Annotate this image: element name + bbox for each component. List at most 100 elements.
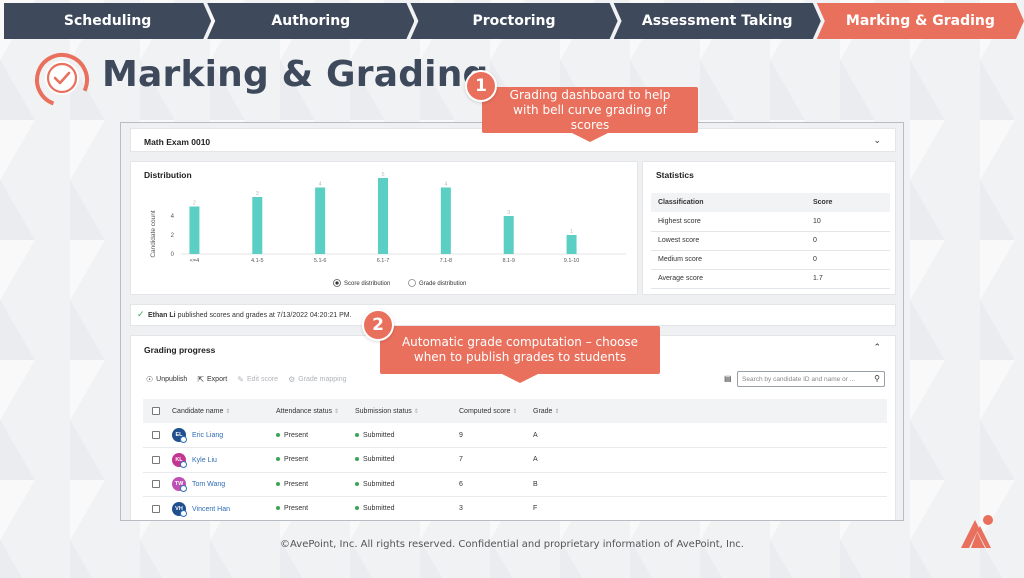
table-row[interactable]: VH Vincent Han Present Submitted 3 F <box>143 496 887 520</box>
process-bar: Scheduling Authoring Proctoring Assessme… <box>4 3 1024 39</box>
step-authoring: Authoring <box>207 3 414 39</box>
legend-grade-radio[interactable] <box>408 279 416 287</box>
export-label: Export <box>207 376 228 383</box>
bar-data-label: 2 <box>193 201 196 207</box>
stats-value: 1.7 <box>806 269 890 289</box>
check-icon: ✓ <box>137 309 145 319</box>
callout-text: Grading dashboard to help with bell curv… <box>509 87 671 132</box>
stats-label: Lowest score <box>651 231 806 251</box>
unpublish-label: Unpublish <box>156 376 188 383</box>
stats-row: Lowest score 0 <box>651 231 890 251</box>
sort-icon: ⇕ <box>554 408 560 415</box>
x-tick-label: 4.1-5 <box>251 258 264 264</box>
distribution-chart: Candidate count 0 2 4 2 <=4 3 4.1-5 4 5.1-6 5 6.1-7… <box>150 172 626 287</box>
attendance-value: Present <box>284 505 309 513</box>
col-label: Submission status <box>355 407 412 415</box>
bar-1 <box>252 197 263 254</box>
table-row[interactable]: KL Kyle Liu Present Submitted 7 A <box>143 447 887 473</box>
candidate-name-link[interactable]: Kyle Liu <box>192 456 217 464</box>
attendance-cell: Present <box>276 447 355 473</box>
row-checkbox[interactable] <box>152 504 160 513</box>
avatar: EL <box>172 428 187 443</box>
attendance-value: Present <box>284 456 309 464</box>
score-cell: 9 <box>459 423 533 448</box>
x-tick-label: 8.1-9 <box>502 258 515 264</box>
bar-6 <box>566 235 577 254</box>
col-candidate-name[interactable]: Candidate name ⇕ <box>172 399 276 423</box>
published-user: Ethan Li <box>148 312 176 319</box>
bar-0 <box>189 206 200 254</box>
step-proctoring: Proctoring <box>410 3 617 39</box>
status-dot <box>355 432 359 437</box>
table-row[interactable]: EL Eric Liang Present Submitted 9 A <box>143 423 887 448</box>
x-tick-label: 5.1-6 <box>314 258 327 264</box>
stats-value: 10 <box>806 212 890 232</box>
col-submission-status[interactable]: Submission status ⇕ <box>355 399 459 423</box>
candidate-cell: KL Kyle Liu <box>172 447 276 473</box>
stats-header-classification: Classification <box>651 193 806 212</box>
badge-number: 1 <box>475 76 487 96</box>
bar-data-label: 5 <box>381 172 384 178</box>
calendar-filter-icon[interactable]: ▤ <box>724 374 732 383</box>
x-tick-label: 9.1-10 <box>564 258 580 264</box>
page-title: Marking & Grading <box>102 54 489 95</box>
badge-number: 2 <box>372 315 384 335</box>
col-label: Grade <box>533 407 553 415</box>
row-select-cell <box>143 496 172 520</box>
row-checkbox[interactable] <box>152 455 160 464</box>
chevron-up-icon[interactable]: ⌃ <box>873 342 881 352</box>
candidate-name-link[interactable]: Eric Liang <box>192 431 224 439</box>
grade-mapping-button[interactable]: ⚙ Grade mapping <box>288 375 346 384</box>
distribution-title: Distribution <box>144 170 192 180</box>
submission-cell: Submitted <box>355 447 459 473</box>
score-cell: 3 <box>459 496 533 520</box>
unpublish-button[interactable]: ☉ Unpublish <box>146 375 187 384</box>
avatar: TW <box>172 477 187 493</box>
status-dot <box>276 506 280 511</box>
step-scheduling: Scheduling <box>4 3 211 39</box>
search-input[interactable]: Search by candidate ID and name or ... ⚲ <box>737 371 885 387</box>
bar-data-label: 4 <box>444 182 447 188</box>
x-tick-label: <=4 <box>190 258 199 264</box>
callout-grading-dashboard: Grading dashboard to help with bell curv… <box>482 87 698 142</box>
bar-data-label: 4 <box>319 182 322 188</box>
col-grade[interactable]: Grade ⇕ <box>533 399 887 423</box>
bar-data-label: 3 <box>256 191 259 197</box>
candidate-cell: EL Eric Liang <box>172 423 276 448</box>
chevron-down-icon[interactable]: ⌄ <box>873 135 881 145</box>
avatar: VH <box>172 501 187 517</box>
step-assessment-taking: Assessment Taking <box>614 3 821 39</box>
status-dot <box>355 457 359 462</box>
bar-data-label: 1 <box>570 229 573 235</box>
edit-score-button[interactable]: ✎ Edit score <box>237 375 278 384</box>
row-checkbox[interactable] <box>152 480 160 489</box>
select-all-checkbox[interactable] <box>152 407 160 415</box>
gear-icon: ⚙ <box>288 375 296 384</box>
candidate-name-link[interactable]: Vincent Han <box>192 505 231 513</box>
table-row[interactable]: TW Tom Wang Present Submitted 6 B <box>143 472 887 497</box>
y-tick-label: 2 <box>171 233 175 239</box>
stats-row: Highest score 10 <box>651 212 890 232</box>
x-tick-label: 6.1-7 <box>377 258 390 264</box>
col-computed-score[interactable]: Computed score ⇕ <box>459 399 533 423</box>
search-icon[interactable]: ⚲ <box>874 374 880 383</box>
candidate-cell: VH Vincent Han <box>172 496 276 520</box>
published-notice: ✓ Ethan Li published scores and grades a… <box>130 304 896 326</box>
bar-2 <box>315 187 326 254</box>
footer-copyright: ©AvePoint, Inc. All rights reserved. Con… <box>280 539 744 550</box>
stats-label: Medium score <box>651 250 806 270</box>
edit-icon: ✎ <box>237 375 244 384</box>
row-checkbox[interactable] <box>152 431 160 439</box>
published-text: Ethan Li published scores and grades at … <box>148 312 352 319</box>
export-button[interactable]: ⇱ Export <box>197 375 227 384</box>
y-tick-label: 4 <box>171 214 175 220</box>
submission-value: Submitted <box>363 505 395 513</box>
col-label: Candidate name <box>172 407 224 415</box>
grading-toolbar: ☉ Unpublish ⇱ Export ✎ Edit score ⚙ Grade ma… <box>146 375 347 384</box>
candidate-table: Candidate name ⇕ Attendance status ⇕ Submi… <box>143 399 887 520</box>
col-attendance-status[interactable]: Attendance status ⇕ <box>276 399 355 423</box>
stats-label: Highest score <box>651 212 806 232</box>
legend-score-radio-dot <box>335 281 339 285</box>
checkmark-circle-icon <box>35 53 89 107</box>
candidate-name-link[interactable]: Tom Wang <box>192 481 226 489</box>
